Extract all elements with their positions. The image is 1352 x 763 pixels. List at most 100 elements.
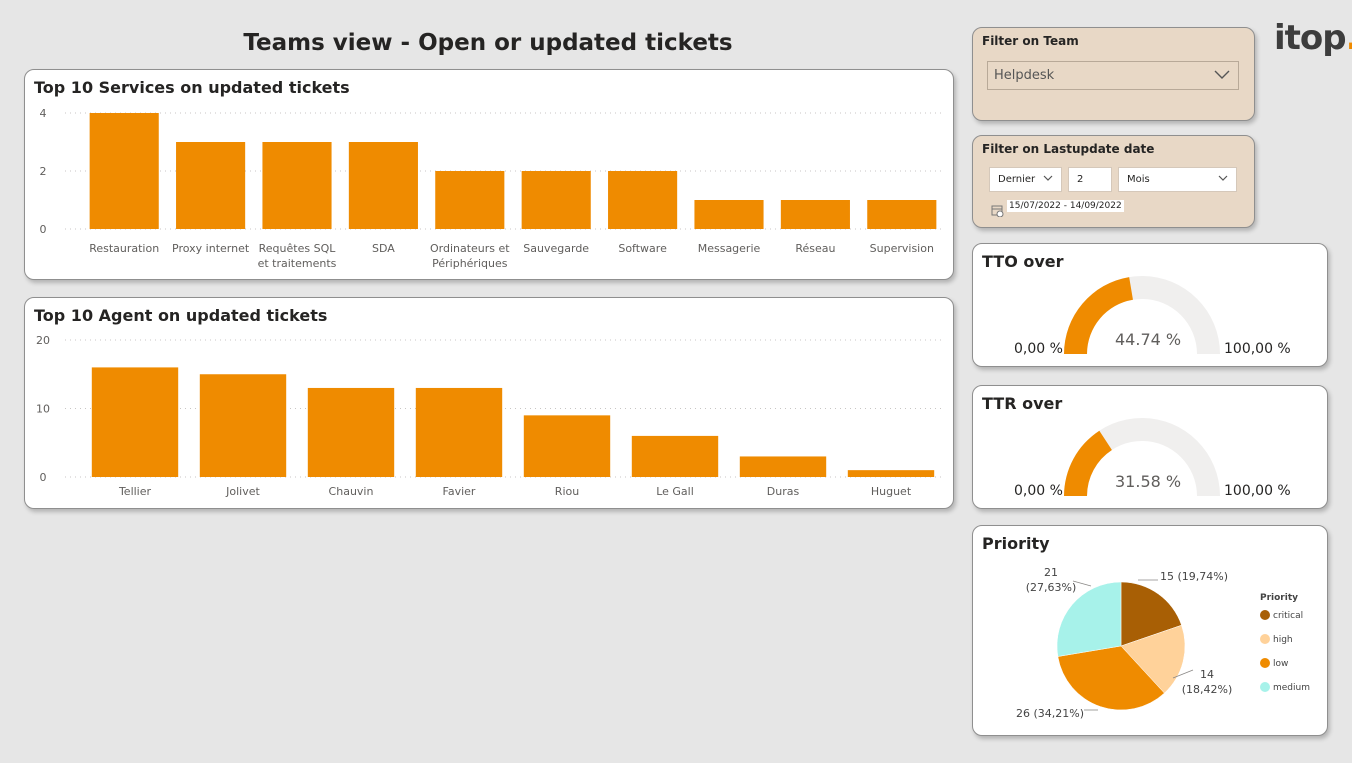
date-filter-title: Filter on Lastupdate date (982, 142, 1155, 156)
bar (780, 200, 850, 229)
bar (91, 367, 179, 477)
x-tick-label: Favier (443, 485, 476, 498)
x-tick-label: Proxy internet (172, 242, 250, 255)
ttr-gauge-value: 31.58 % (1115, 472, 1182, 491)
tto-gauge-card: TTO over 0,00 % 44.74 % 100,00 % (972, 243, 1328, 367)
x-tick-label: Sauvegarde (523, 242, 589, 255)
date-unit-value: Mois (1127, 174, 1150, 185)
team-filter-card: Filter on Team Helpdesk (972, 27, 1255, 121)
x-tick-label: Messagerie (698, 242, 761, 255)
chevron-down-icon (1214, 65, 1230, 86)
bar (631, 435, 719, 477)
tto-gauge-value: 44.74 % (1115, 330, 1182, 349)
x-tick-label: Requêtes SQL et traitements (258, 242, 337, 270)
agents-chart-title: Top 10 Agent on updated tickets (34, 306, 328, 325)
tto-gauge-max: 100,00 % (1224, 341, 1291, 357)
x-tick-label: Duras (767, 485, 800, 498)
calendar-icon[interactable] (991, 202, 1004, 221)
x-tick-label: Huguet (871, 485, 912, 498)
pie-data-label: 15 (19,74%) (1160, 570, 1228, 583)
services-chart-title: Top 10 Services on updated tickets (34, 78, 350, 97)
date-mode-select[interactable]: Dernier (989, 167, 1062, 192)
date-mode-value: Dernier (998, 174, 1036, 185)
bar (739, 456, 827, 477)
bar (847, 470, 935, 477)
bar (348, 142, 418, 229)
chevron-down-icon (1218, 172, 1228, 187)
y-tick-label: 0 (40, 223, 47, 236)
tto-gauge-title: TTO over (982, 252, 1064, 271)
y-tick-label: 4 (40, 107, 47, 120)
itop-logo: itop. (1274, 18, 1352, 58)
legend-marker-critical (1260, 610, 1270, 620)
y-tick-label: 2 (40, 165, 47, 178)
x-tick-label: Software (618, 242, 667, 255)
bar (176, 142, 246, 229)
legend-label: medium (1273, 683, 1310, 693)
ttr-gauge-min: 0,00 % (1014, 483, 1063, 499)
pie-leader-line (1172, 669, 1194, 679)
date-count-input[interactable]: 2 (1068, 167, 1112, 192)
tto-gauge-min: 0,00 % (1014, 341, 1063, 357)
y-tick-label: 10 (36, 403, 50, 416)
team-filter-title: Filter on Team (982, 34, 1079, 48)
ttr-gauge-card: TTR over 0,00 % 31.58 % 100,00 % (972, 385, 1328, 509)
y-tick-label: 20 (36, 334, 50, 347)
bar (608, 171, 678, 229)
legend-title: Priority (1260, 593, 1298, 603)
bar (523, 415, 611, 477)
y-tick-label: 0 (40, 471, 47, 484)
bar (415, 387, 503, 477)
legend-label: low (1273, 659, 1288, 669)
legend-label: high (1273, 635, 1293, 645)
pie-slice-critical (1120, 581, 1182, 647)
bar (307, 387, 395, 477)
x-tick-label: Riou (555, 485, 579, 498)
x-tick-label: Supervision (870, 242, 934, 255)
date-range-label: 15/07/2022 - 14/09/2022 (1007, 200, 1124, 212)
agents-bar-chart: 0 10 20 Tellier Jolivet Chauvin Favier Riou Le G… (36, 334, 945, 498)
pie-data-label: 14 (1200, 668, 1214, 681)
x-tick-label: Chauvin (329, 485, 374, 498)
x-tick-label: Tellier (118, 485, 152, 498)
x-tick-label: Le Gall (656, 485, 694, 498)
gauge-fill (1064, 277, 1133, 354)
priority-pie-chart: 15 (19,74%) 14 (18,42%) 26 (34,21%) 21 (27,63… (1016, 566, 1310, 720)
ttr-gauge (1064, 418, 1220, 496)
legend-label: critical (1273, 611, 1303, 621)
ttr-gauge-title: TTR over (982, 394, 1063, 413)
x-tick-label: SDA (372, 242, 395, 255)
pie-data-label: (27,63%) (1026, 581, 1077, 594)
x-tick-label: Jolivet (225, 485, 260, 498)
priority-pie-title: Priority (982, 534, 1050, 553)
bar (867, 200, 937, 229)
pie-data-label: 26 (34,21%) (1016, 707, 1084, 720)
legend-marker-low (1260, 658, 1270, 668)
legend-marker-high (1260, 634, 1270, 644)
team-select[interactable]: Helpdesk (987, 61, 1239, 90)
services-chart-card: Top 10 Services on updated tickets 0 2 4 Re… (24, 69, 954, 280)
team-select-value: Helpdesk (994, 68, 1055, 83)
bar (435, 171, 505, 229)
pie-data-label: (18,42%) (1182, 683, 1233, 696)
bar (199, 374, 287, 477)
x-tick-label: Restauration (89, 242, 159, 255)
services-bar-chart: 0 2 4 Restauration Proxy internet Requêtes SQ… (40, 107, 945, 270)
pie-slice-low (1057, 645, 1165, 711)
pie-leader-line (1072, 580, 1092, 587)
bar (89, 113, 159, 229)
agents-chart-card: Top 10 Agent on updated tickets 0 10 20 Tel… (24, 297, 954, 509)
pie-data-label: 21 (1044, 566, 1058, 579)
x-tick-label: Réseau (795, 242, 835, 255)
priority-pie-card: Priority 15 (19,74%) 14 (18,42%) 26 (34,21%… (972, 525, 1328, 736)
pie-slice-medium (1056, 581, 1122, 657)
bar (694, 200, 764, 229)
date-unit-select[interactable]: Mois (1118, 167, 1237, 192)
ttr-gauge-max: 100,00 % (1224, 483, 1291, 499)
x-tick-label: Ordinateurs et Périphériques (430, 242, 510, 270)
legend-marker-medium (1260, 682, 1270, 692)
date-count-value: 2 (1077, 174, 1084, 185)
bar (521, 171, 591, 229)
page-title: Teams view - Open or updated tickets (243, 30, 733, 56)
pie-slice-high (1120, 624, 1186, 694)
